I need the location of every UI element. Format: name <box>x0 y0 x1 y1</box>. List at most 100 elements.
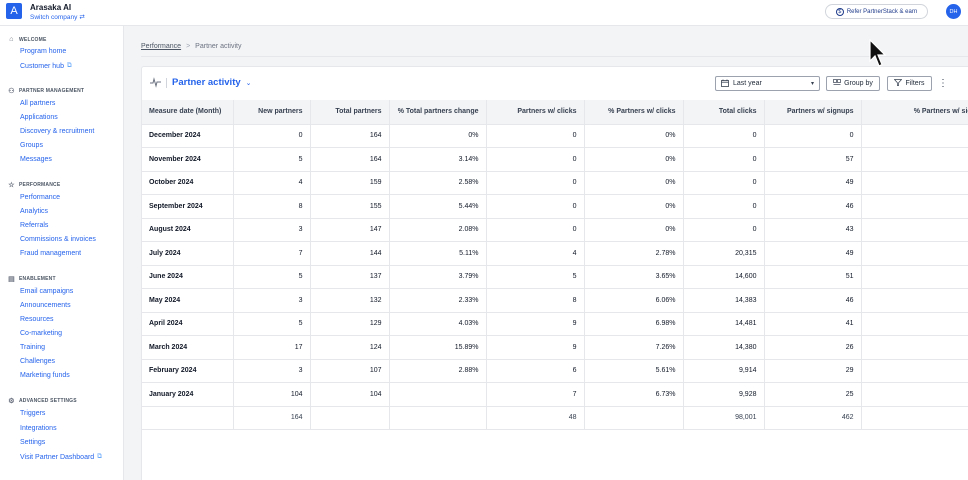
sidebar-item-resources[interactable]: Resources <box>20 316 54 323</box>
section-title: Partner management <box>19 88 85 94</box>
table-cell: 5 <box>233 147 311 172</box>
sidebar-item-marketing-funds[interactable]: Marketing funds <box>20 372 70 379</box>
filter-icon <box>894 79 903 88</box>
more-options-icon[interactable]: ⋮ <box>938 78 948 89</box>
sidebar-item-co-marketing[interactable]: Co-marketing <box>20 330 63 337</box>
sidebar-item-all-partners[interactable]: All partners <box>20 100 56 107</box>
company-name: Arasaka AI <box>30 3 72 12</box>
column-header[interactable]: Partners w/ clicks <box>486 100 585 125</box>
sidebar-item-referrals[interactable]: Referrals <box>20 222 49 229</box>
table-cell: 3.65% <box>584 265 684 289</box>
sidebar-item-challenges[interactable]: Challenges <box>20 358 56 365</box>
filters-label: Filters <box>905 80 925 87</box>
table-cell: 37.2 <box>861 265 968 289</box>
sidebar-section-partner-management: ⚇ Partner management <box>7 87 84 95</box>
table-cell: 2.58% <box>389 171 487 195</box>
table-cell: 0 <box>683 147 765 172</box>
sidebar-item-applications[interactable]: Applications <box>20 114 58 121</box>
table-cell: 31.7 <box>861 312 968 336</box>
refer-partnerstack-button[interactable]: $ Refer PartnerStack & earn <box>825 4 928 19</box>
table-row[interactable]: December 2024 0 164 0% 0 0% 0 0 <box>142 124 968 148</box>
sidebar-item-commissions[interactable]: Commissions & invoices <box>20 236 96 243</box>
group-by-button[interactable]: Group by <box>826 76 880 91</box>
switch-company-label: Switch company <box>30 13 78 21</box>
table-cell: 29.6 <box>861 194 968 219</box>
sidebar-item-messages[interactable]: Messages <box>20 156 52 163</box>
sidebar-item-settings[interactable]: Settings <box>20 439 46 446</box>
column-header[interactable]: Total clicks <box>683 100 765 125</box>
top-bar: A Arasaka AI Switch company ⇄ $ Refer Pa… <box>0 0 968 26</box>
section-title: Enablement <box>19 276 56 282</box>
table-cell: 4.03% <box>389 312 487 336</box>
activity-icon <box>150 77 161 88</box>
table-cell: 0% <box>584 124 684 148</box>
sidebar-item-announcements[interactable]: Announcements <box>20 302 71 309</box>
activity-table-container[interactable]: Measure date (Month) New partners Total … <box>142 100 968 430</box>
table-cell: 5 <box>233 312 311 336</box>
sidebar-item-groups[interactable]: Groups <box>20 142 43 149</box>
breadcrumb-performance-link[interactable]: Performance <box>141 43 182 50</box>
table-cell: 164 <box>310 147 390 172</box>
sidebar-item-integrations[interactable]: Integrations <box>20 425 57 432</box>
table-cell: 0% <box>584 171 684 195</box>
column-header[interactable]: Partners w/ signups <box>764 100 862 125</box>
filters-button[interactable]: Filters <box>887 76 932 91</box>
column-header[interactable]: Total partners <box>310 100 390 125</box>
table-cell: 5.11% <box>389 241 487 266</box>
user-avatar[interactable]: DH <box>946 4 961 19</box>
column-header[interactable]: Measure date (Month) <box>142 100 234 125</box>
sidebar-item-discovery[interactable]: Discovery & recruitment <box>20 128 95 135</box>
sidebar-item-triggers[interactable]: Triggers <box>20 410 46 417</box>
table-cell: 4 <box>233 171 311 195</box>
table-cell: 9 <box>486 335 585 360</box>
column-header[interactable]: % Partners w/ clicks <box>584 100 684 125</box>
table-cell: 0 <box>683 171 765 195</box>
sidebar-item-training[interactable]: Training <box>20 344 46 351</box>
people-icon: ⚇ <box>8 88 15 95</box>
column-header[interactable]: New partners <box>233 100 311 125</box>
total-cell: 98,001 <box>683 406 765 430</box>
sidebar-item-fraud-management[interactable]: Fraud management <box>20 250 82 257</box>
section-title: Advanced settings <box>19 398 77 404</box>
sidebar-item-analytics[interactable]: Analytics <box>20 208 49 215</box>
table-cell: 0 <box>764 124 862 148</box>
column-header[interactable]: % Total partners change <box>389 100 487 125</box>
table-cell: 49 <box>764 171 862 195</box>
sidebar-item-email-campaigns[interactable]: Email campaigns <box>20 288 74 295</box>
totals-row: 164 48 98,001 462 <box>142 406 968 430</box>
sidebar-item-performance[interactable]: Performance <box>20 194 61 201</box>
column-header[interactable]: % Partners w/ signup <box>861 100 968 125</box>
sidebar-item-customer-hub[interactable]: Customer hub ⧉ <box>20 62 72 70</box>
table-cell: 2.08% <box>389 218 487 242</box>
book-icon: ▤ <box>8 276 15 283</box>
table-cell: 159 <box>310 171 390 195</box>
table-cell: 17 <box>233 335 311 360</box>
table-cell: 20.9 <box>861 335 968 360</box>
table-cell: 34.7 <box>861 147 968 172</box>
company-logo[interactable]: A <box>6 3 22 19</box>
table-cell: 51 <box>764 265 862 289</box>
row-month-cell: November 2024 <box>142 147 234 172</box>
date-range-select[interactable]: Last year ▾ <box>715 76 820 91</box>
table-cell: 2.78% <box>584 241 684 266</box>
gear-icon: ⚙ <box>8 398 15 405</box>
report-title-dropdown[interactable]: Partner activity ⌄ <box>150 77 252 88</box>
sidebar-item-visit-partner-dashboard[interactable]: Visit Partner Dashboard ⧉ <box>20 453 102 461</box>
group-icon <box>833 79 841 88</box>
table-cell: 0 <box>683 218 765 242</box>
switch-company-link[interactable]: Switch company ⇄ <box>30 13 85 22</box>
sidebar-section-enablement: ▤ Enablement <box>7 275 56 283</box>
sidebar-item-program-home[interactable]: Program home <box>20 48 67 55</box>
table-cell: 0% <box>584 194 684 219</box>
